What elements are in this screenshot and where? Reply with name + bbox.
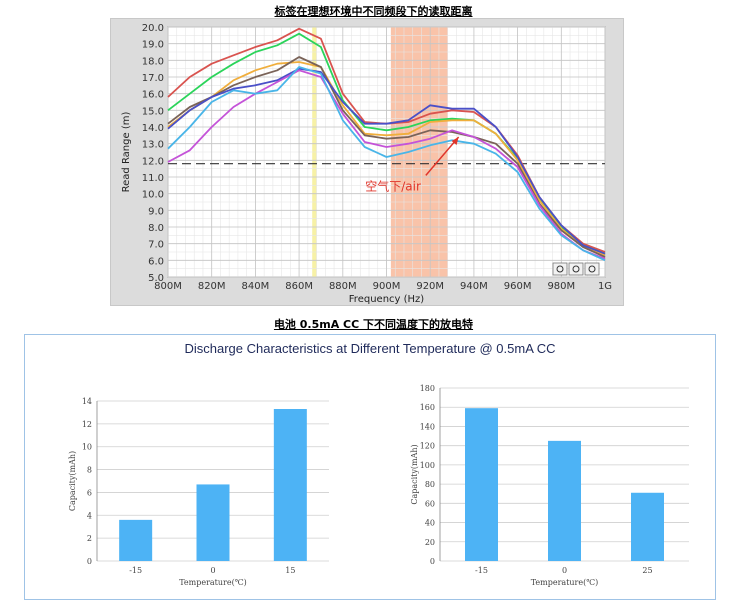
pan-tool-icon-frame [584,262,600,276]
x-tick-label: 1G [598,281,612,292]
x-tick-label: 0 [210,566,215,575]
left-bar--15 [119,519,153,561]
cursor-tool-icon-frame [552,262,568,276]
y-tick-label: 5.0 [148,273,164,284]
y-tick-label: 10.0 [142,190,164,201]
y-tick-label: 8.0 [148,223,164,234]
y-tick-label: 17.0 [142,73,164,84]
discharge-bar-chart-right: 0 20 40 60 80 100 120 140 160 180 -15 0 25 Temperatur… [410,384,689,587]
y-tick-label: 12.0 [142,156,164,167]
x-tick-label: 900M [373,281,401,292]
x-axis-label: Temperature(℃) [531,578,599,587]
y-tick-label: 7.0 [148,240,164,251]
y-axis-label: Capacity(mAh) [68,451,77,511]
annotation-air: 空气下/air [365,178,421,193]
zoom-tool-icon-frame [568,262,584,276]
left-bar-15 [273,409,307,561]
y-tick-label: 40 [425,519,435,528]
y-tick-label: 11.0 [142,173,164,184]
x-tick-label: 940M [460,281,488,292]
series-line-7 [167,66,606,262]
y-tick-label: 15.0 [142,106,164,117]
y-tick-label: 13.0 [142,140,164,151]
series-line-6 [167,69,606,260]
y-tick-label: 60 [425,499,435,508]
y-tick-label: 4 [87,511,92,520]
x-tick-label: 920M [416,281,444,292]
y-tick-label: 0 [87,557,92,566]
x-tick-label: 840M [242,281,270,292]
x-axis-label: Temperature(℃) [179,578,247,587]
zoom-tool-icon[interactable] [568,262,584,276]
pan-tool-icon-glyph [588,265,596,273]
y-tick-label: 160 [420,403,435,412]
discharge-bar-chart-left: 0 2 4 6 8 10 12 14 -15 0 15 Temperature(℃) Capacity(… [68,397,329,587]
x-tick-label: 800M [154,281,182,292]
x-tick-label: -15 [475,566,488,575]
x-tick-label: 0 [562,566,567,575]
y-tick-label: 16.0 [142,90,164,101]
y-axis-label: Capacity(mAh) [410,444,419,504]
y-tick-label: 120 [420,442,435,451]
cursor-tool-icon-glyph [556,265,564,273]
x-tick-label: 25 [642,566,652,575]
chart-caption-read-range: 标签在理想环境中不同频段下的读取距离 [274,5,473,18]
discharge-chart-title: Discharge Characteristics at Different T… [184,341,556,356]
y-tick-label: 9.0 [148,206,164,217]
annotation-arrow [425,136,460,176]
right-bar--15 [465,408,498,561]
y-tick-label: 0 [430,557,435,566]
annotation-arrow-head [451,137,459,145]
x-axis-label: Frequency (Hz) [349,294,425,305]
y-tick-label: 14.0 [142,123,164,134]
right-bar-25 [631,492,664,561]
x-tick-label: 860M [285,281,313,292]
y-tick-label: 8 [87,466,92,475]
x-tick-label: 960M [504,281,532,292]
y-tick-label: 100 [420,461,435,470]
y-tick-label: 19.0 [142,40,164,51]
x-tick-label: 15 [285,566,295,575]
x-tick-label: 820M [198,281,226,292]
y-tick-label: 20 [425,538,435,547]
x-tick-label: 980M [547,281,575,292]
y-tick-label: 12 [82,420,92,429]
cursor-tool-icon[interactable] [552,262,568,276]
right-bar-0 [548,440,581,561]
series-line-3 [167,61,606,257]
y-tick-label: 14 [82,397,92,406]
y-tick-label: 6.0 [148,256,164,267]
y-tick-label: 18.0 [142,56,164,67]
zoom-tool-icon-glyph [572,265,580,273]
discharge-panel: Discharge Characteristics at Different T… [24,334,716,600]
pan-tool-icon[interactable] [584,262,600,276]
y-tick-label: 10 [82,443,92,452]
y-tick-label: 20.0 [142,23,164,34]
read-range-chart-panel: 5.0 6.0 7.0 8.0 9.0 10.0 11.0 12.0 13.0 14.0 15.0 1… [110,18,624,306]
x-tick-label: 880M [329,281,357,292]
series-line-4 [167,56,606,258]
x-tick-label: -15 [129,566,142,575]
y-tick-label: 80 [425,480,435,489]
y-tick-label: 180 [420,384,435,393]
y-tick-label: 140 [420,422,435,431]
read-range-line-chart: 5.0 6.0 7.0 8.0 9.0 10.0 11.0 12.0 13.0 14.0 15.0 1… [121,23,612,305]
y-axis-label: Read Range (m) [121,112,132,193]
chart-caption-discharge: 电池 0.5mA CC 下不同温度下的放电特 [273,318,474,331]
series-line-5 [167,67,606,255]
y-tick-label: 2 [87,534,92,543]
left-bar-0 [196,484,230,561]
y-tick-label: 6 [87,488,92,497]
